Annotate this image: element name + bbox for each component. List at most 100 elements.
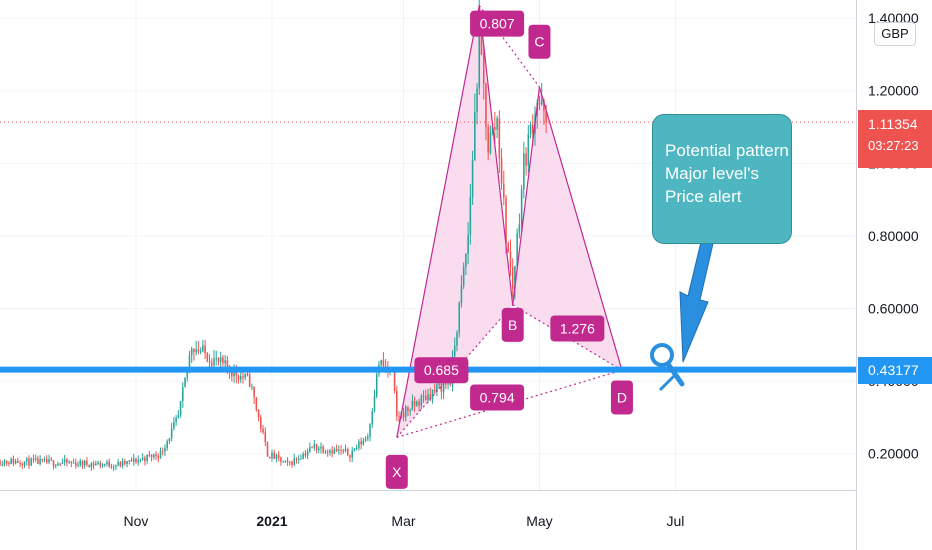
diag-xd xyxy=(396,369,623,438)
label-text: D xyxy=(617,389,627,405)
candle-body xyxy=(39,458,41,464)
candle-body xyxy=(264,432,267,443)
magnifier-icon xyxy=(650,343,674,367)
candle-body xyxy=(88,464,90,468)
candle-body xyxy=(447,383,449,385)
candle-body xyxy=(54,465,57,467)
candle-body xyxy=(511,267,514,289)
candle-body xyxy=(538,102,541,105)
candle-body xyxy=(413,400,416,406)
ratio-label: 1.276 xyxy=(550,315,605,342)
candle-body xyxy=(416,401,418,406)
candle-body xyxy=(52,460,55,466)
candle-body xyxy=(527,134,530,166)
candle-body xyxy=(289,461,291,463)
candle-body xyxy=(302,453,304,459)
candle-body xyxy=(317,448,320,450)
candle-body xyxy=(369,424,371,437)
candle-body xyxy=(514,265,516,289)
candle-body xyxy=(112,466,115,468)
point-label-b: B xyxy=(501,307,524,342)
candle-body xyxy=(315,444,318,450)
candle-body xyxy=(231,372,233,377)
candle-body xyxy=(453,345,456,357)
candle-body xyxy=(362,440,365,445)
candle-body xyxy=(135,458,137,463)
candle-body xyxy=(186,368,189,378)
candle-body xyxy=(208,361,211,363)
candle-body xyxy=(17,461,19,463)
candle-body xyxy=(77,464,79,466)
candle-body xyxy=(456,332,458,346)
candle-body xyxy=(351,450,353,458)
candle-body xyxy=(322,446,325,453)
candle-body xyxy=(213,358,215,366)
ratio-label: 0.807 xyxy=(470,10,525,37)
ratio-text: 1.276 xyxy=(560,320,595,336)
candle-body xyxy=(260,417,262,429)
candle-body xyxy=(438,383,440,385)
ratio-box xyxy=(414,357,469,384)
candle-body xyxy=(81,460,84,466)
candle-body xyxy=(507,243,510,252)
chart-grid xyxy=(0,0,856,490)
candle-body xyxy=(170,428,173,439)
ratio-text: 0.685 xyxy=(424,362,459,378)
callout-note: Potential pattern Major level's Price al… xyxy=(652,114,792,244)
candle-body xyxy=(161,451,164,453)
level-price-tag: 0.43177 xyxy=(858,357,932,384)
candle-body xyxy=(61,462,64,464)
candle-body xyxy=(182,387,184,402)
candle-body xyxy=(349,454,351,458)
candle-body xyxy=(494,126,496,130)
candle-body xyxy=(253,386,255,398)
candle-body xyxy=(34,458,37,460)
candle-body xyxy=(251,386,253,388)
candle-body xyxy=(476,88,478,112)
callout-line-3: Price alert xyxy=(665,187,742,206)
price-tick-label: 0.60000 xyxy=(868,301,919,317)
candle-body xyxy=(297,458,300,460)
candle-body xyxy=(226,360,229,369)
candle-body xyxy=(25,458,28,462)
candle-body xyxy=(500,158,503,184)
candle-body xyxy=(275,454,278,460)
candle-body xyxy=(331,450,333,454)
candle-body xyxy=(155,454,157,457)
candle-body xyxy=(344,449,347,451)
candle-body xyxy=(121,460,124,467)
candle-body xyxy=(465,253,467,267)
candle-body xyxy=(126,460,128,464)
currency-badge[interactable]: GBP xyxy=(874,22,916,46)
label-text: X xyxy=(392,464,402,480)
last-price-tag: 1.11354 03:27:23 xyxy=(858,110,932,168)
candle-body xyxy=(424,396,427,401)
candle-body xyxy=(202,345,204,352)
candle-body xyxy=(442,383,445,392)
candle-body xyxy=(427,394,429,401)
candle-body xyxy=(346,449,349,455)
candle-body xyxy=(217,358,220,362)
candle-body xyxy=(224,360,226,364)
label-box xyxy=(528,24,551,59)
candle-body xyxy=(157,456,160,459)
candle-body xyxy=(195,349,197,353)
candle-body xyxy=(132,458,135,462)
candle-body xyxy=(431,389,434,400)
ratio-box xyxy=(550,315,605,342)
candle-body xyxy=(520,189,523,225)
candle-body xyxy=(70,461,73,463)
candle-body xyxy=(110,466,113,468)
point-label-x: X xyxy=(385,454,408,489)
candle-body xyxy=(474,111,476,161)
candle-body xyxy=(32,458,35,460)
candle-body xyxy=(237,375,240,380)
candle-body xyxy=(462,266,465,286)
candle-body xyxy=(277,454,280,458)
candle-body xyxy=(68,461,70,463)
candle-body xyxy=(469,197,472,235)
candle-body xyxy=(525,153,527,166)
leg-ab xyxy=(478,5,514,305)
leg-bc xyxy=(512,87,541,305)
